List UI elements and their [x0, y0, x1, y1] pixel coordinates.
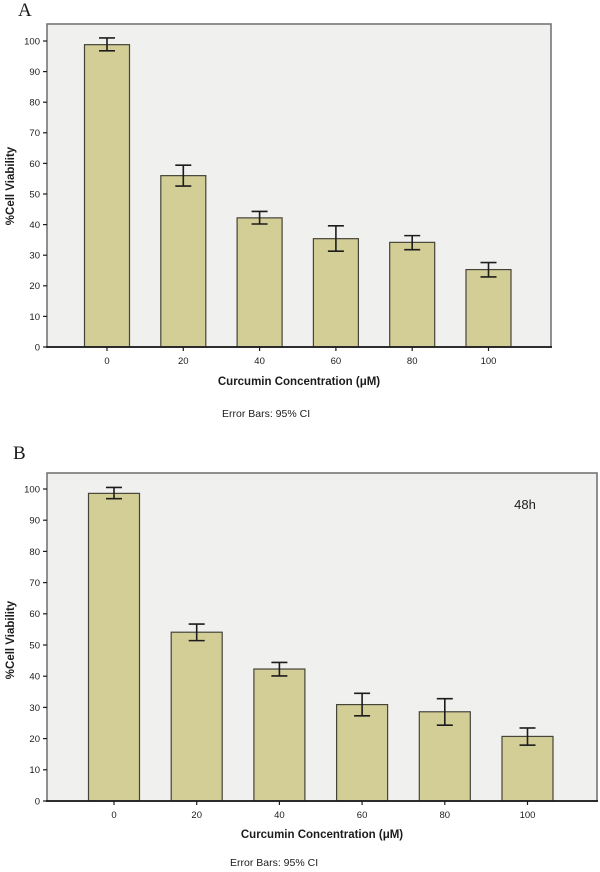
x-tick-label: 80 — [440, 810, 451, 821]
y-tick-label: 70 — [29, 578, 40, 589]
bar-0 — [87, 492, 141, 802]
bar-chart-panel-b-48h: 0 10 20 30 40 50 60 70 80 90 100 0 20 40 60 80 100 Curcum… — [5, 472, 598, 869]
y-axis-title: %Cell Viability — [5, 146, 17, 225]
x-tick-label: 20 — [191, 810, 202, 821]
x-axis-title: Curcumin Concentration (μM) — [218, 376, 380, 388]
bar-60 — [336, 703, 389, 802]
y-tick-label: 10 — [29, 765, 40, 776]
y-tick-label: 80 — [29, 98, 40, 109]
x-tick-label: 60 — [331, 356, 342, 367]
y-tick-label: 50 — [29, 640, 40, 651]
x-tick-label: 60 — [357, 810, 368, 821]
y-tick-label: 50 — [29, 189, 40, 200]
bar-100 — [465, 268, 512, 348]
error-bars-caption: Error Bars: 95% CI — [230, 857, 318, 869]
x-tick-label: 0 — [111, 810, 116, 821]
y-tick-label: 90 — [29, 67, 40, 78]
y-tick-label: 0 — [35, 342, 40, 353]
annotation-48h: 48h — [514, 497, 536, 512]
bar-40 — [236, 217, 283, 348]
y-tick-label: 40 — [29, 220, 40, 231]
y-axis-title: %Cell Viability — [5, 600, 17, 679]
x-tick-label: 80 — [407, 356, 418, 367]
x-tick-label: 40 — [254, 356, 265, 367]
y-tick-label: 20 — [29, 734, 40, 745]
y-tick-label: 30 — [29, 703, 40, 714]
x-axis-title: Curcumin Concentration (μM) — [241, 829, 403, 841]
x-tick-label: 100 — [520, 810, 536, 821]
y-tick-label: 80 — [29, 547, 40, 558]
bar-20 — [170, 631, 223, 802]
panel-b-label: B — [13, 443, 26, 464]
bar-60 — [312, 238, 359, 348]
y-tick-label: 60 — [29, 609, 40, 620]
y-tick-label: 70 — [29, 128, 40, 139]
y-tick-label: 10 — [29, 312, 40, 323]
panel-a-label: A — [18, 0, 32, 21]
y-tick-label: 0 — [35, 796, 40, 807]
bar-0 — [83, 44, 131, 348]
bar-chart-panel-a: 0 10 20 30 40 50 60 70 80 90 100 0 20 40 60 80 100 Curcum… — [5, 23, 552, 420]
y-tick-label: 40 — [29, 672, 40, 683]
y-tick-label: 60 — [29, 159, 40, 170]
error-bars-caption: Error Bars: 95% CI — [222, 408, 310, 420]
bar-80 — [418, 711, 471, 802]
bar-40 — [253, 668, 306, 802]
y-tick-label: 90 — [29, 516, 40, 527]
bar-80 — [389, 241, 436, 348]
x-tick-label: 0 — [104, 356, 109, 367]
x-tick-label: 100 — [481, 356, 497, 367]
y-tick-label: 100 — [24, 484, 40, 495]
bar-20 — [160, 175, 207, 348]
y-tick-label: 30 — [29, 251, 40, 262]
x-tick-label: 20 — [178, 356, 189, 367]
bar-100 — [501, 735, 554, 802]
x-tick-label: 40 — [274, 810, 285, 821]
y-tick-label: 20 — [29, 281, 40, 292]
y-tick-label: 100 — [24, 36, 40, 47]
